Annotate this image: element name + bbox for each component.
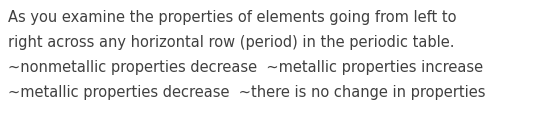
Text: ~nonmetallic properties decrease  ~metallic properties increase: ~nonmetallic properties decrease ~metall…	[8, 60, 483, 75]
Text: right across any horizontal row (period) in the periodic table.: right across any horizontal row (period)…	[8, 35, 455, 50]
Text: ~metallic properties decrease  ~there is no change in properties: ~metallic properties decrease ~there is …	[8, 85, 485, 100]
Text: As you examine the properties of elements going from left to: As you examine the properties of element…	[8, 10, 456, 25]
